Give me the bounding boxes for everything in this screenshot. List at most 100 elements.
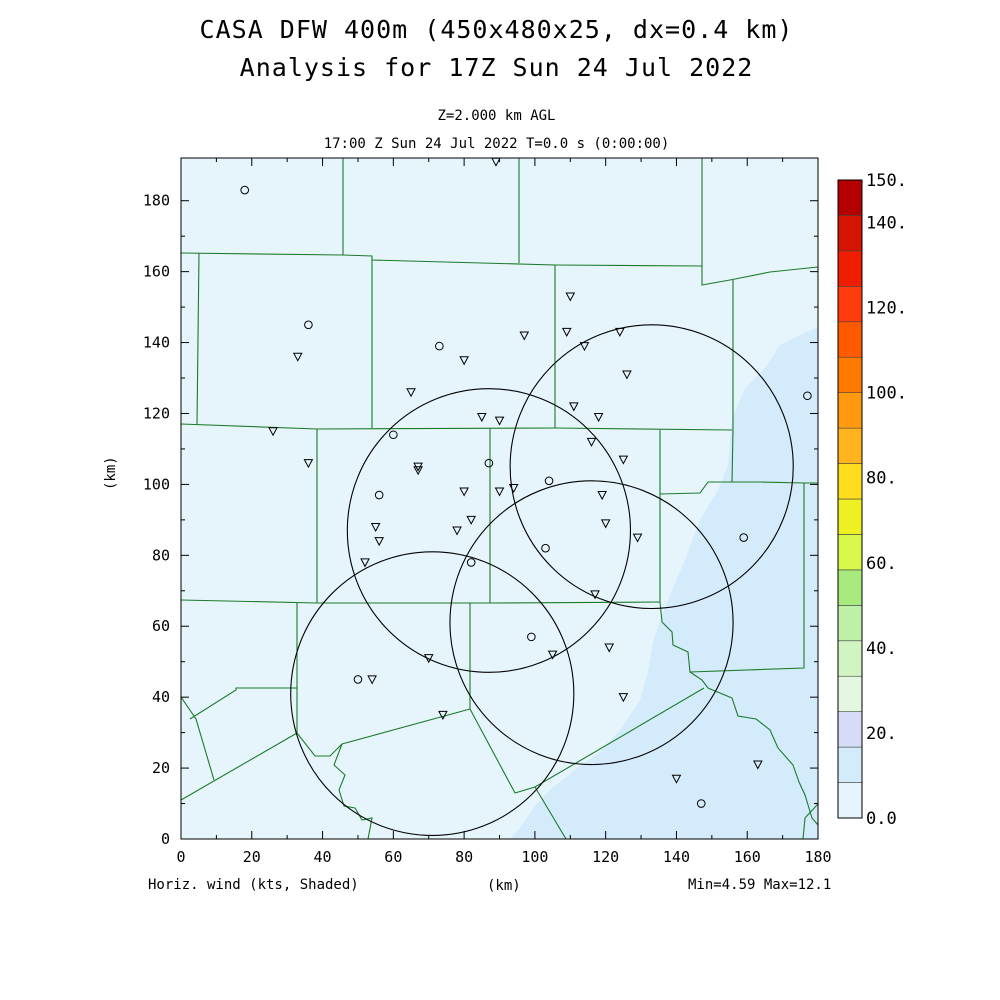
colorbar-swatch	[837, 179, 863, 216]
colorbar-label: 20.	[866, 724, 897, 744]
station-triangle	[579, 342, 590, 352]
station-triangle	[590, 590, 600, 600]
x-tick-label: 0	[176, 848, 185, 866]
x-tick-label: 60	[384, 848, 402, 866]
station-circle	[696, 799, 706, 808]
colorbar-label: 140.	[866, 214, 907, 234]
radar-range-ring	[290, 551, 575, 837]
x-tick-label: 100	[521, 848, 548, 866]
x-tick-label: 40	[314, 848, 332, 866]
radar-range-ring	[509, 324, 794, 610]
station-triangle	[438, 710, 448, 720]
y-tick-label: 120	[143, 404, 170, 422]
station-triangle	[360, 558, 370, 568]
colorbar-swatch	[837, 215, 863, 252]
station-triangle	[565, 292, 576, 302]
station-triangle	[547, 650, 558, 660]
station-triangle	[459, 487, 469, 497]
colorbar-swatch	[837, 605, 863, 642]
colorbar: 150. 140. 120. 100. 80. 60. 40. 20. 0.0	[837, 171, 907, 829]
colorbar-label: 120.	[866, 299, 907, 319]
colorbar-swatch	[837, 569, 863, 606]
colorbar-swatch	[837, 746, 863, 783]
y-tick-label: 80	[152, 546, 170, 564]
station-triangle	[561, 327, 572, 337]
station-triangle	[618, 693, 629, 703]
title-line-1: CASA DFW 400m (450x480x25, dx=0.4 km)	[199, 15, 794, 44]
x-tick-label: 180	[804, 848, 831, 866]
station-circle	[484, 458, 494, 468]
y-tick-label: 180	[143, 192, 170, 210]
station-triangle	[632, 533, 643, 543]
station-circle	[544, 476, 554, 486]
station-circle	[353, 675, 363, 684]
colorbar-label: 100.	[866, 384, 907, 404]
station-triangle	[568, 402, 579, 412]
y-tick-label: 160	[143, 263, 170, 281]
station-circle	[541, 543, 550, 553]
station-triangle	[423, 654, 434, 664]
station-triangle	[508, 483, 519, 494]
station-triangle	[466, 515, 477, 525]
station-triangle	[406, 388, 416, 398]
station-triangle	[494, 416, 505, 426]
colorbar-label: 0.0	[866, 809, 897, 829]
colorbar-swatch	[837, 463, 863, 500]
x-axis-label: (km)	[487, 878, 521, 894]
station-triangle	[268, 427, 278, 437]
y-tick-label: 40	[152, 688, 170, 706]
wind-shade-region	[510, 327, 818, 839]
y-tick-label: 0	[161, 830, 170, 848]
station-circle	[435, 341, 444, 351]
colorbar-swatch	[837, 534, 863, 571]
station-triangle	[600, 519, 611, 529]
station-triangle	[586, 437, 597, 447]
station-triangle	[753, 760, 763, 770]
station-circle	[374, 490, 384, 500]
station-triangle	[452, 526, 462, 536]
station-triangle	[593, 413, 604, 423]
valid-time-label: 17:00 Z Sun 24 Jul 2022 T=0.0 s (0:00:00…	[323, 136, 670, 152]
colorbar-label: 150.	[866, 171, 907, 191]
y-tick-label: 20	[152, 759, 170, 777]
station-circle	[240, 185, 250, 195]
x-tick-label: 160	[734, 848, 761, 866]
colorbar-swatch	[837, 427, 863, 464]
colorbar-swatch	[837, 356, 863, 393]
station-triangle	[597, 491, 607, 501]
colorbar-swatch	[837, 498, 863, 535]
colorbar-swatch	[837, 286, 863, 323]
radar-range-rings	[290, 324, 794, 837]
colorbar-swatch	[837, 321, 863, 358]
station-triangle	[615, 327, 625, 337]
axes: 0 20 40 60 80 100 120 140 160 180 0 20 40 60 80 100 120 1…	[143, 158, 832, 866]
y-tick-label: 100	[143, 475, 170, 493]
y-tick-label: 140	[143, 334, 170, 352]
colorbar-label: 40.	[866, 639, 897, 659]
colorbar-label: 60.	[866, 554, 897, 574]
station-triangle	[303, 459, 314, 469]
radar-range-ring	[449, 480, 734, 766]
colorbar-swatch	[837, 640, 863, 677]
station-triangle	[604, 643, 615, 653]
x-tick-label: 120	[592, 848, 619, 866]
county-boundaries	[181, 158, 818, 839]
colorbar-swatch	[837, 250, 863, 287]
title-line-2: Analysis for 17Z Sun 24 Jul 2022	[239, 53, 754, 82]
station-triangle	[671, 774, 682, 784]
colorbar-swatch	[837, 782, 863, 819]
station-triangle	[476, 413, 487, 423]
x-tick-label: 80	[455, 848, 473, 866]
station-triangle	[622, 370, 632, 380]
station-triangle	[413, 466, 423, 476]
colorbar-frame	[837, 179, 863, 819]
station-triangle	[370, 522, 381, 533]
station-triangle	[494, 487, 505, 497]
station-circle	[527, 632, 536, 642]
station-circle	[803, 391, 812, 401]
y-tick-label: 60	[152, 617, 170, 635]
station-circle	[389, 430, 398, 440]
station-triangle	[367, 675, 377, 685]
radar-range-ring	[346, 388, 632, 673]
